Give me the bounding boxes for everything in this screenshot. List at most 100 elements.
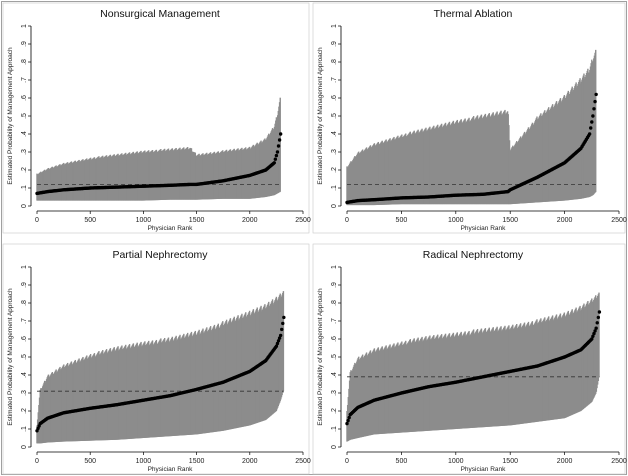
estimate-point: [346, 418, 350, 423]
y-tick-label: .1: [21, 185, 28, 191]
y-tick-label: .9: [21, 41, 28, 47]
estimate-points: [345, 310, 602, 426]
y-axis-label: Estimated Probability of Management Appr…: [7, 47, 14, 185]
y-tick-label: .3: [331, 149, 338, 155]
y-tick-label: .1: [21, 426, 28, 432]
y-tick-label: .2: [331, 408, 338, 414]
estimate-point: [282, 315, 286, 320]
estimate-point: [595, 321, 599, 325]
estimate-point: [274, 344, 279, 348]
chart-panel-1: Nonsurgical Management 0 .1 .2 .3 .4 .5 .6 .7 .8.…: [2, 2, 311, 234]
y-tick-label: .8: [21, 59, 28, 65]
y-tick-label: .6: [331, 95, 338, 101]
estimate-points: [35, 132, 283, 196]
y-tick-label: 1: [21, 24, 28, 28]
estimate-point: [593, 329, 597, 333]
y-tick-label: .4: [21, 131, 28, 137]
estimate-point: [597, 310, 602, 314]
y-axis-label: Estimated Probability of Management Appr…: [317, 288, 324, 426]
estimate-point: [278, 132, 283, 136]
interval-band: [346, 49, 597, 206]
y-tick-label: .3: [21, 390, 28, 396]
y-tick-label: .6: [21, 95, 28, 101]
estimate-point: [276, 339, 281, 343]
x-tick-label: 0: [35, 217, 39, 224]
estimate-point: [281, 321, 285, 326]
y-tick-label: .8: [331, 59, 338, 65]
estimate-point: [589, 126, 593, 130]
chart-panel-2: Thermal Ablation 0 .1 .2 .3 .4 .5 .6 .7 .8 .9 1 0 500…: [312, 2, 627, 234]
y-tick-label: .3: [21, 149, 28, 155]
y-tick-label: 0: [331, 445, 338, 449]
x-tick-label: 1500: [189, 217, 205, 224]
y-tick-label: .4: [331, 131, 338, 137]
estimate-point: [590, 337, 594, 341]
y-tick-label: .5: [331, 354, 338, 360]
y-tick-label: .9: [21, 282, 28, 288]
y-tick-label: .8: [331, 300, 338, 306]
estimate-point: [591, 114, 595, 118]
estimate-point: [592, 107, 596, 111]
y-tick-label: 0: [331, 204, 338, 208]
estimate-point: [277, 138, 282, 142]
estimate-point: [596, 315, 601, 320]
estimate-point: [280, 327, 284, 332]
x-tick-label: 2000: [557, 217, 573, 224]
x-tick-label: 2500: [611, 217, 627, 224]
y-tick-label: 0: [21, 445, 28, 449]
y-tick-label: 1: [331, 265, 338, 269]
y-tick-label: .4: [331, 372, 338, 378]
estimate-point: [347, 415, 351, 420]
x-tick-label: 2500: [611, 458, 627, 465]
estimate-point: [593, 99, 597, 104]
estimate-point: [594, 326, 598, 330]
x-tick-label: 2000: [242, 217, 258, 224]
y-tick-label: .6: [331, 336, 338, 342]
chart-title: Nonsurgical Management: [100, 8, 220, 20]
x-axis-label: Physician Rank: [461, 466, 507, 473]
y-tick-label: .4: [21, 372, 28, 378]
x-tick-label: 2000: [242, 458, 258, 465]
y-tick-label: .9: [331, 41, 338, 47]
estimate-point: [274, 153, 279, 158]
x-tick-label: 0: [35, 458, 39, 465]
estimate-points: [345, 92, 598, 205]
x-tick-label: 1000: [448, 217, 464, 224]
y-tick-label: .3: [331, 390, 338, 396]
chart-panel-3: Partial Nephrectomy0.1.2.3.4.5.6.7.8.910…: [2, 243, 311, 475]
x-tick-label: 1500: [502, 458, 518, 465]
x-tick-label: 500: [84, 217, 96, 224]
y-tick-label: .1: [331, 185, 338, 191]
y-tick-label: .6: [21, 336, 28, 342]
y-tick-label: 1: [331, 24, 338, 28]
x-tick-label: 1000: [448, 458, 464, 465]
estimate-point: [590, 120, 594, 124]
y-tick-label: .8: [21, 300, 28, 306]
y-tick-label: .7: [331, 77, 338, 83]
x-tick-label: 1500: [502, 217, 518, 224]
y-tick-label: 0: [21, 204, 28, 208]
y-axis-label: Estimated Probability of Management Appr…: [7, 288, 14, 426]
y-tick-label: .2: [21, 167, 28, 173]
y-tick-label: 1: [21, 265, 28, 269]
x-tick-label: 2000: [557, 458, 573, 465]
x-tick-label: 1000: [136, 458, 152, 465]
y-tick-label: .2: [21, 408, 28, 414]
y-tick-label: .7: [21, 318, 28, 324]
estimate-point: [345, 421, 349, 426]
y-tick-label: .1: [331, 426, 338, 432]
x-tick-label: 0: [345, 458, 349, 465]
x-tick-label: 500: [84, 458, 96, 465]
estimate-point: [275, 341, 280, 346]
estimate-point: [594, 92, 598, 97]
x-tick-label: 1500: [189, 458, 205, 465]
estimate-point: [278, 333, 283, 338]
estimate-points: [35, 315, 286, 433]
chart-title: Thermal Ablation: [434, 8, 513, 20]
estimate-point: [273, 157, 278, 161]
x-tick-label: 500: [396, 458, 408, 465]
y-tick-label: .7: [21, 77, 28, 83]
x-tick-label: 2500: [295, 217, 311, 224]
